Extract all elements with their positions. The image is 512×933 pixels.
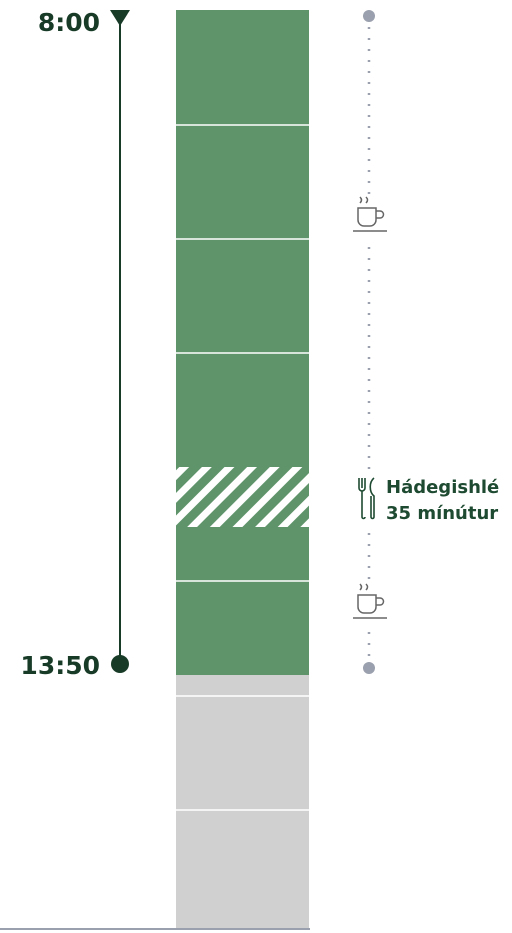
lunch-duration: 35 mínútur bbox=[386, 503, 498, 524]
work-block bbox=[176, 10, 309, 675]
lunch-block bbox=[176, 467, 309, 527]
timeline: 8:00 13:50 bbox=[20, 8, 130, 680]
work-column bbox=[0, 10, 310, 930]
cutlery-icon bbox=[356, 476, 380, 524]
coffee-icon bbox=[352, 582, 387, 626]
coffee-icon bbox=[352, 195, 387, 239]
free-block bbox=[176, 675, 309, 928]
end-time: 13:50 bbox=[20, 651, 100, 680]
separators bbox=[176, 124, 309, 811]
start-time: 8:00 bbox=[38, 8, 100, 37]
lunch-title: Hádegishlé bbox=[386, 477, 499, 498]
break-line: Hádegishlé 35 mínútur bbox=[352, 10, 499, 674]
